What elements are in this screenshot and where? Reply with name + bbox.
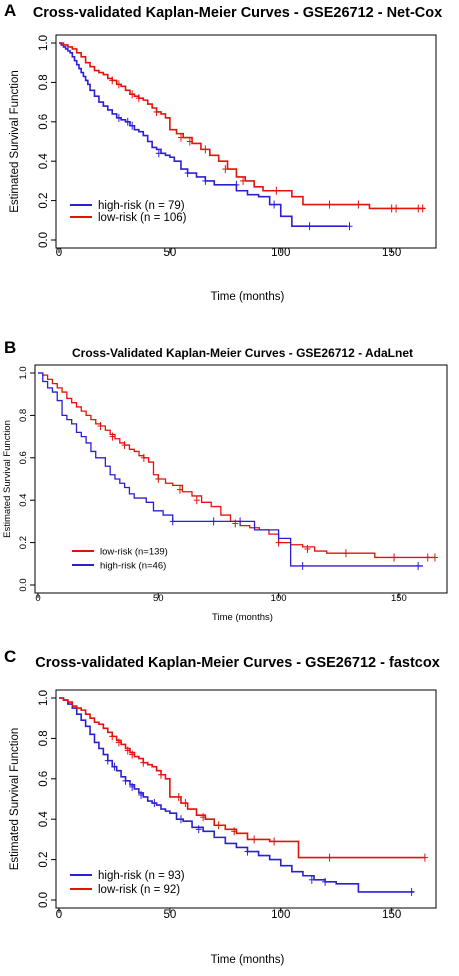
panel-letter-c: C xyxy=(4,647,17,666)
x-tick-label: 100 xyxy=(271,909,290,921)
x-tick-label: 100 xyxy=(271,593,287,604)
y-tick-label: 1.0 xyxy=(18,366,29,379)
x-axis-label: Time (months) xyxy=(211,954,285,966)
y-tick-label: 0.0 xyxy=(38,232,50,248)
km-chart-fastcox: Cross-validated Kaplan-Meier Curves - GS… xyxy=(9,655,440,966)
x-tick-label: 50 xyxy=(153,593,164,604)
y-tick-label: 0.2 xyxy=(18,536,29,549)
y-tick-label: 0.6 xyxy=(18,451,29,464)
panel-letter-a: A xyxy=(4,1,17,20)
y-tick-label: 0.0 xyxy=(38,892,50,908)
panel-letter-b: B xyxy=(4,338,17,357)
legend-label: high-risk (n = 93) xyxy=(98,870,185,882)
km-curve-high-risk xyxy=(59,42,348,228)
y-tick-label: 0.2 xyxy=(38,852,50,868)
x-tick-label: 150 xyxy=(382,909,401,921)
plot-frame xyxy=(55,34,437,249)
x-tick-label: 100 xyxy=(271,247,290,259)
chart-title: Cross-validated Kaplan-Meier Curves - GS… xyxy=(33,5,442,21)
x-tick-label: 0 xyxy=(56,247,62,259)
x-axis-label: Time (months) xyxy=(212,612,273,623)
x-tick-label: 150 xyxy=(382,247,401,259)
y-tick-label: 0.8 xyxy=(38,730,50,746)
plot-frame xyxy=(34,364,448,594)
legend-label: low-risk (n = 92) xyxy=(98,884,180,896)
x-tick-label: 0 xyxy=(35,593,40,604)
x-tick-label: 50 xyxy=(163,909,176,921)
y-tick-label: 0.0 xyxy=(18,578,29,591)
km-chart-adalnet: Cross-Validated Kaplan-Meier Curves - GS… xyxy=(2,346,448,623)
x-tick-label: 150 xyxy=(391,593,407,604)
y-tick-label: 0.8 xyxy=(18,409,29,422)
y-axis-label: Estimated Survival Function xyxy=(2,420,13,538)
y-axis-label: Estimated Survival Function xyxy=(9,70,21,213)
y-axis-label: Estimated Survival Function xyxy=(9,728,21,871)
panel-b: B Cross-Validated Kaplan-Meier Curves - … xyxy=(0,337,459,662)
y-tick-label: 0.4 xyxy=(18,494,29,507)
km-curve-low-risk xyxy=(38,372,435,559)
legend-label: low-risk (n=139) xyxy=(100,546,168,557)
km-chart-net-cox: Cross-validated Kaplan-Meier Curves - GS… xyxy=(9,5,442,303)
km-curve-low-risk xyxy=(59,42,425,210)
y-tick-label: 0.6 xyxy=(38,114,50,130)
x-tick-label: 50 xyxy=(163,247,176,259)
y-tick-label: 1.0 xyxy=(38,35,50,51)
km-curve-high-risk xyxy=(38,372,423,567)
panel-c: C Cross-validated Kaplan-Meier Curves - … xyxy=(0,646,459,971)
y-tick-label: 0.6 xyxy=(38,771,50,787)
y-tick-label: 0.8 xyxy=(38,74,50,90)
km-curve-low-risk xyxy=(59,697,425,859)
km-curve-high-risk xyxy=(59,697,414,893)
x-tick-label: 0 xyxy=(56,909,62,921)
y-tick-label: 0.4 xyxy=(38,811,50,828)
legend-label: high-risk (n=46) xyxy=(100,560,166,571)
x-axis-label: Time (months) xyxy=(211,291,285,303)
y-tick-label: 1.0 xyxy=(38,690,50,706)
chart-title: Cross-Validated Kaplan-Meier Curves - GS… xyxy=(72,346,413,360)
y-tick-label: 0.4 xyxy=(38,153,50,170)
y-tick-label: 0.2 xyxy=(38,193,50,209)
legend-label: high-risk (n = 79) xyxy=(98,200,185,212)
plot-frame xyxy=(55,689,437,909)
legend-label: low-risk (n = 106) xyxy=(98,212,187,224)
panel-a: A Cross-validated Kaplan-Meier Curves - … xyxy=(0,0,459,325)
chart-title: Cross-validated Kaplan-Meier Curves - GS… xyxy=(35,655,440,671)
